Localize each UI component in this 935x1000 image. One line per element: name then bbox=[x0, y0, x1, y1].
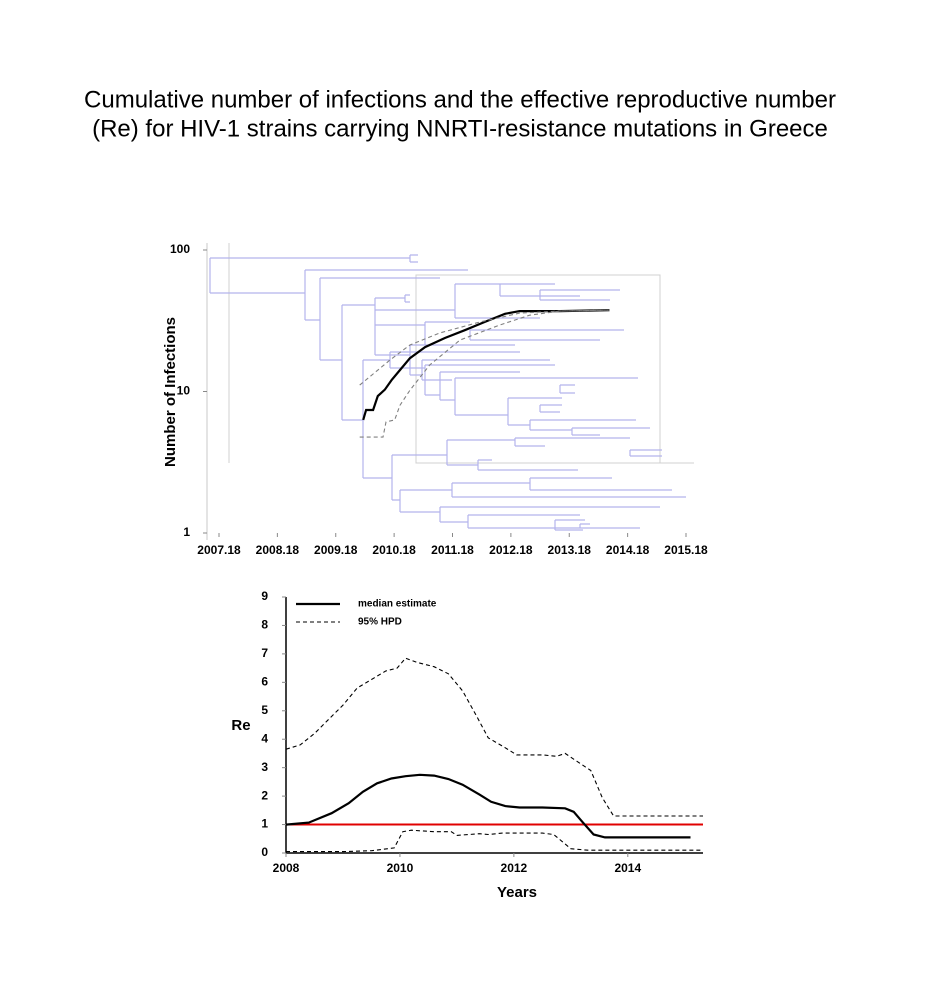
x-tick-label: 2008.18 bbox=[256, 543, 300, 557]
x-tick-label: 2012 bbox=[501, 861, 528, 875]
x-tick-label: 2008 bbox=[273, 861, 300, 875]
x-tick-label: 2007.18 bbox=[197, 543, 241, 557]
series-line bbox=[359, 309, 610, 438]
y-tick-label: 10 bbox=[177, 384, 191, 398]
legend-label: 95% HPD bbox=[358, 617, 402, 628]
legend-label: median estimate bbox=[358, 599, 437, 610]
x-tick-label: 2011.18 bbox=[431, 543, 474, 557]
series-line bbox=[362, 309, 610, 421]
series-line bbox=[359, 309, 610, 386]
y-axis-label: Re bbox=[231, 717, 250, 734]
phylogenetic-tree bbox=[209, 243, 694, 531]
y-tick-label: 5 bbox=[261, 703, 268, 717]
series-line bbox=[285, 657, 703, 817]
title-line: Cumulative number of infections and the … bbox=[84, 86, 836, 113]
tree-frame bbox=[415, 274, 661, 464]
x-tick-label: 2013.18 bbox=[548, 543, 592, 557]
y-tick-label: 7 bbox=[261, 646, 268, 660]
series-line bbox=[286, 829, 703, 853]
y-tick-label: 8 bbox=[261, 618, 268, 632]
y-tick-label: 0 bbox=[261, 845, 268, 859]
y-tick-label: 1 bbox=[261, 817, 268, 831]
y-tick-label: 100 bbox=[170, 242, 190, 256]
x-tick-label: 2010.18 bbox=[372, 543, 416, 557]
series-line bbox=[285, 773, 691, 839]
x-axis-label: Years bbox=[497, 884, 537, 901]
tree-branches bbox=[209, 254, 686, 531]
y-tick-label: 1 bbox=[183, 525, 190, 539]
title-line: (Re) for HIV-1 strains carrying NNRTI-re… bbox=[92, 115, 828, 142]
x-tick-label: 2014 bbox=[614, 861, 641, 875]
y-axis-label: Number of Infections bbox=[162, 317, 179, 467]
x-tick-label: 2015.18 bbox=[664, 543, 708, 557]
x-tick-label: 2010 bbox=[387, 861, 414, 875]
y-tick-label: 3 bbox=[261, 760, 268, 774]
y-tick-label: 6 bbox=[261, 675, 268, 689]
x-tick-label: 2009.18 bbox=[314, 543, 358, 557]
x-tick-label: 2012.18 bbox=[489, 543, 533, 557]
y-tick-label: 2 bbox=[261, 788, 268, 802]
y-tick-label: 4 bbox=[261, 731, 268, 745]
tree-frame bbox=[228, 243, 694, 464]
y-tick-label: 9 bbox=[261, 589, 268, 603]
x-tick-label: 2014.18 bbox=[606, 543, 650, 557]
